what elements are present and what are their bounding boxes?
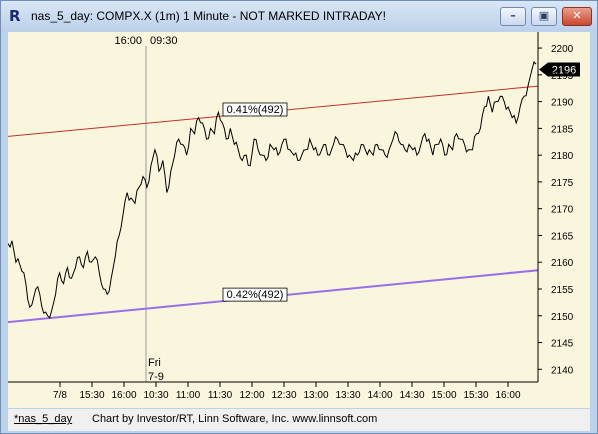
last-price-label: 2196 — [552, 64, 576, 76]
x-tick-label: 16:00 — [495, 390, 520, 401]
y-tick-label: 2185 — [551, 124, 574, 135]
credit-text: Chart by Investor/RT, Linn Software, Inc… — [92, 413, 378, 425]
minimize-button[interactable]: – — [500, 7, 526, 26]
x-tick-label: 11:00 — [176, 390, 201, 401]
window-title: nas_5_day: COMPX.X (1m) 1 Minute - NOT M… — [31, 9, 386, 23]
channel-label: 0.42%(492) — [227, 289, 284, 301]
title-bar[interactable]: R nas_5_day: COMPX.X (1m) 1 Minute - NOT… — [1, 1, 597, 31]
minimize-icon: – — [510, 9, 516, 22]
x-tick-label: 10:30 — [143, 390, 168, 401]
x-tick-label: 14:30 — [399, 390, 424, 401]
y-tick-label: 2170 — [551, 205, 574, 216]
channel-label-box — [222, 287, 288, 302]
y-tick-label: 2160 — [551, 258, 574, 269]
close-icon: ✕ — [572, 9, 582, 22]
last-price-marker — [539, 62, 580, 77]
x-tick-label: 15:30 — [463, 390, 488, 401]
y-tick-label: 2190 — [551, 98, 574, 109]
y-tick-label: 2165 — [551, 231, 574, 242]
status-bar: *nas_5_day Chart by Investor/RT, Linn So… — [8, 409, 590, 431]
x-tick-label: 12:00 — [239, 390, 264, 401]
app-icon: R — [9, 7, 21, 25]
y-tick-label: 2180 — [551, 151, 574, 162]
y-tick-label: 2145 — [551, 339, 574, 350]
y-tick-label: 2200 — [551, 44, 574, 55]
price-chart[interactable]: 16:00 09:30 Fri 7-9 0.41%(492) 0.42%(492) 2196… — [7, 32, 590, 408]
channel-label: 0.41%(492) — [227, 104, 284, 116]
maximize-icon: ▣ — [538, 9, 550, 22]
x-tick-label: 16:00 — [111, 390, 136, 401]
x-tick-label: 15:00 — [431, 390, 456, 401]
chart-area[interactable]: 16:00 09:30 Fri 7-9 0.41%(492) 0.42%(492) 2196… — [7, 32, 590, 408]
x-tick-label: 13:30 — [335, 390, 360, 401]
maximize-button[interactable]: ▣ — [531, 7, 557, 26]
top-label-open: 09:30 — [150, 35, 178, 47]
y-tick-label: 2155 — [551, 285, 574, 296]
y-tick-label: 2150 — [551, 312, 574, 323]
close-button[interactable]: ✕ — [562, 7, 592, 26]
x-tick-label: 15:30 — [79, 390, 104, 401]
top-label-close: 16:00 — [114, 35, 142, 47]
chart-tab[interactable]: *nas_5_day — [14, 413, 73, 425]
x-tick-label: 14:00 — [367, 390, 392, 401]
y-tick-label: 2175 — [551, 178, 574, 189]
day-label-date: 7-9 — [148, 371, 164, 383]
day-label-day: Fri — [148, 357, 161, 369]
price-line — [7, 61, 537, 319]
x-tick-label: 12:30 — [271, 390, 296, 401]
y-tick-label: 2195 — [551, 71, 574, 82]
x-tick-label: 7/8 — [53, 390, 67, 401]
y-tick-label: 2140 — [551, 365, 574, 376]
channel-label-box — [222, 102, 288, 117]
x-tick-label: 13:00 — [303, 390, 328, 401]
x-tick-label: 11:30 — [208, 390, 233, 401]
